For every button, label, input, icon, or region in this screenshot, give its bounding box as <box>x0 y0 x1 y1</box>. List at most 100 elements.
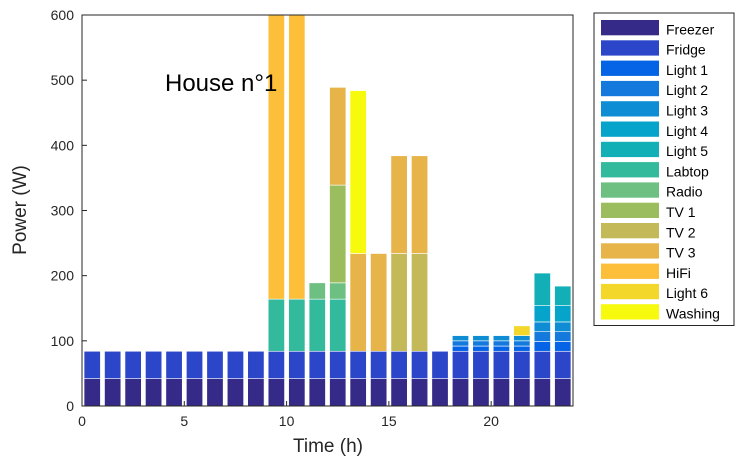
y-tick-label: 400 <box>51 137 75 153</box>
bar-segment-light-3-h20 <box>492 335 510 342</box>
bar-segment-fridge-h8 <box>247 350 265 379</box>
bar-segment-fridge-h10 <box>288 350 306 379</box>
bar-segment-fridge-h1 <box>104 350 122 379</box>
legend-entry-light-5: Light 5 <box>666 143 708 159</box>
legend-swatch-freezer <box>601 20 659 36</box>
bar-segment-fridge-h4 <box>165 350 183 379</box>
bar-segment-fridge-h22 <box>533 350 551 379</box>
bar-segment-fridge-h5 <box>186 350 204 379</box>
bar-segment-light-1-h19 <box>472 345 490 352</box>
bar-segment-light-1-h23 <box>554 341 572 352</box>
bar-segment-fridge-h13 <box>349 350 367 379</box>
bar-segment-radio-h12 <box>329 282 347 300</box>
y-tick-label: 0 <box>66 398 74 414</box>
bar-segment-light-3-h23 <box>554 321 572 333</box>
legend-swatch-light-4 <box>601 121 659 137</box>
bar-segment-light-3-h22 <box>533 321 551 333</box>
bar-segment-fridge-h2 <box>124 350 142 379</box>
legend-swatch-fridge <box>601 40 659 56</box>
house-annotation: House n°1 <box>165 70 277 97</box>
bar-segment-light-1-h20 <box>492 345 510 352</box>
x-tick-label: 0 <box>78 413 86 429</box>
x-tick-label: 15 <box>381 413 397 429</box>
bar-segment-fridge-h12 <box>329 350 347 379</box>
bar-segment-light-4-h23 <box>554 305 572 323</box>
y-ticks: 0 100 200 300 400 500 600 <box>51 7 87 414</box>
bar-segment-freezer-h5 <box>186 378 204 406</box>
bar-segment-freezer-h2 <box>124 378 142 406</box>
legend-swatch-light-1 <box>601 60 659 76</box>
legend-swatch-washing <box>601 304 659 320</box>
bar-segment-freezer-h22 <box>533 378 551 406</box>
x-tick-label: 5 <box>180 413 188 429</box>
y-tick-label: 200 <box>51 268 75 284</box>
bar-segment-freezer-h15 <box>390 378 408 406</box>
bar-segment-fridge-h18 <box>451 350 469 379</box>
bar-segment-labtop-h9 <box>267 298 285 352</box>
legend-entry-radio: Radio <box>666 184 703 200</box>
bar-segment-light-2-h19 <box>472 340 490 347</box>
y-tick-label: 300 <box>51 203 75 219</box>
bar-segment-light-5-h22 <box>533 272 551 306</box>
y-tick-label: 500 <box>51 72 75 88</box>
bar-segment-fridge-h7 <box>226 350 244 379</box>
bar-segment-fridge-h15 <box>390 350 408 379</box>
bar-segment-freezer-h23 <box>554 378 572 406</box>
bar-segment-light-3-h21 <box>513 335 531 342</box>
bar-segment-light-1-h22 <box>533 341 551 352</box>
y-tick-label: 100 <box>51 333 75 349</box>
bar-segment-fridge-h0 <box>83 350 101 379</box>
bar-segment-washing-h13 <box>349 90 367 254</box>
legend-swatch-light-2 <box>601 80 659 97</box>
bar-segment-tv-3-h16 <box>411 155 429 254</box>
x-axis-label: Time (h) <box>293 436 363 457</box>
bar-segment-light-6-h21 <box>513 325 531 336</box>
legend-swatch-tv-2 <box>601 223 659 239</box>
bar-segment-freezer-h14 <box>370 378 388 406</box>
legend-swatch-hifi <box>601 263 659 279</box>
x-tick-label: 20 <box>483 413 499 429</box>
bar-segment-freezer-h1 <box>104 378 122 406</box>
bar-segment-light-2-h21 <box>513 340 531 347</box>
bar-segment-fridge-h6 <box>206 350 224 379</box>
bar-segment-labtop-h10 <box>288 298 306 352</box>
bar-segment-fridge-h3 <box>145 350 163 379</box>
bar-segment-fridge-h11 <box>308 350 326 379</box>
legend: Freezer Fridge Light 1 Light 2 Light 3 Light … <box>593 12 735 326</box>
legend-entry-freezer: Freezer <box>666 21 715 37</box>
bar-segment-freezer-h16 <box>411 378 429 406</box>
legend-entry-labtop: Labtop <box>666 163 709 179</box>
bar-segment-light-3-h18 <box>451 335 469 342</box>
bar-segment-freezer-h13 <box>349 378 367 406</box>
bar-segment-light-2-h20 <box>492 340 510 347</box>
bar-segment-freezer-h4 <box>165 378 183 406</box>
legend-swatch-light-6 <box>601 283 659 300</box>
bar-segment-freezer-h18 <box>451 378 469 406</box>
legend-entry-washing: Washing <box>666 306 720 322</box>
bar-segment-tv-3-h15 <box>390 155 408 254</box>
legend-swatch-radio <box>601 182 659 198</box>
bar-segment-labtop-h12 <box>329 298 347 352</box>
legend-swatch-light-3 <box>601 101 659 117</box>
legend-swatch-light-5 <box>601 141 659 158</box>
legend-entry-light-1: Light 1 <box>666 62 708 78</box>
bar-segment-fridge-h21 <box>513 350 531 379</box>
bar-segment-freezer-h3 <box>145 378 163 406</box>
bar-segment-hifi-h9 <box>267 15 285 300</box>
bar-segment-tv-3-h12 <box>329 87 347 186</box>
bar-segment-freezer-h19 <box>472 378 490 406</box>
bar-segment-fridge-h17 <box>431 350 449 379</box>
bar-segment-fridge-h9 <box>267 350 285 379</box>
legend-swatch-tv-3 <box>601 243 659 259</box>
bar-segment-light-1-h21 <box>513 345 531 352</box>
bar-segment-light-3-h19 <box>472 335 490 342</box>
legend-entry-light-4: Light 4 <box>666 123 708 139</box>
bar-segment-fridge-h14 <box>370 350 388 379</box>
bar-segment-tv-2-h16 <box>411 253 429 352</box>
bar-segment-light-1-h18 <box>451 345 469 352</box>
legend-entry-fridge: Fridge <box>666 42 706 58</box>
bar-segment-fridge-h20 <box>492 350 510 379</box>
bar-segment-freezer-h8 <box>247 378 265 406</box>
legend-entry-hifi: HiFi <box>666 265 691 281</box>
bar-segment-tv-2-h15 <box>390 253 408 352</box>
